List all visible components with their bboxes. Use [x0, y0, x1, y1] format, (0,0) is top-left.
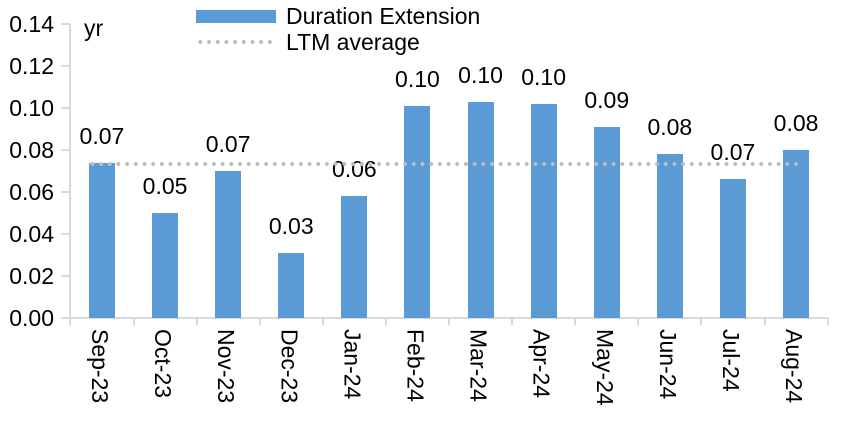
y-tick-mark — [61, 317, 70, 319]
bar-value-label: 0.06 — [331, 156, 377, 183]
bar-value-label: 0.03 — [268, 212, 314, 239]
x-category-label: Mar-24 — [465, 329, 492, 402]
bar-aug-24 — [783, 150, 810, 318]
y-tick-label: 0.04 — [9, 221, 54, 247]
x-tick-mark — [132, 318, 135, 325]
bar-apr-24 — [530, 103, 557, 318]
bar-sep-23 — [88, 162, 115, 318]
bar-value-label: 0.07 — [205, 131, 251, 157]
bar-value-label: 0.07 — [79, 122, 125, 149]
bar-value-label: 0.08 — [647, 114, 693, 141]
bar-value-label: 0.10 — [458, 61, 503, 88]
x-category-label: Aug-24 — [781, 329, 808, 404]
bar-value-label: 0.07 — [710, 139, 756, 166]
bar-value-label: 0.08 — [773, 110, 819, 136]
y-tick-label: 0.12 — [9, 53, 54, 79]
y-tick-mark — [61, 275, 70, 277]
bar-value-label: 0.05 — [142, 173, 188, 199]
legend-label-ltm-average: LTM average — [286, 29, 420, 55]
x-tick-mark — [637, 318, 640, 325]
bar-value-label: 0.10 — [395, 65, 440, 92]
x-tick-mark — [826, 318, 829, 325]
x-tick-mark — [321, 318, 324, 325]
y-tick-mark — [61, 107, 70, 109]
x-tick-mark — [511, 318, 514, 325]
x-tick-mark — [195, 318, 198, 325]
bar-jan-24 — [341, 196, 368, 318]
y-tick-label: 0.06 — [9, 179, 54, 205]
x-category-label: Dec-23 — [276, 329, 303, 404]
x-tick-mark — [258, 318, 261, 325]
y-tick-label: 0.10 — [9, 95, 54, 121]
bar-value-label: 0.09 — [584, 86, 630, 113]
bar-nov-23 — [215, 171, 242, 318]
x-category-label: Nov-23 — [213, 329, 240, 404]
bar-jun-24 — [656, 154, 683, 318]
x-category-label: May-24 — [591, 329, 618, 406]
legend-dotted-line-swatch — [196, 40, 276, 44]
x-category-label: Oct-23 — [150, 329, 177, 399]
legend-bar-swatch — [196, 10, 276, 23]
y-tick-mark — [61, 65, 70, 67]
y-tick-mark — [61, 149, 70, 151]
bar-may-24 — [593, 126, 620, 318]
x-category-label: Apr-24 — [528, 329, 555, 399]
x-category-label: Sep-23 — [86, 329, 113, 404]
y-tick-label: 0.02 — [9, 263, 54, 289]
y-tick-label: 0.08 — [9, 137, 54, 163]
ltm-average-line — [87, 161, 801, 166]
x-tick-mark — [448, 318, 450, 325]
y-tick-mark — [61, 23, 70, 25]
y-tick-label: 0.14 — [9, 11, 54, 37]
x-tick-mark — [763, 318, 766, 325]
y-axis-unit-label: yr — [84, 15, 104, 41]
x-tick-mark — [69, 318, 72, 325]
x-category-label: Jul-24 — [717, 329, 744, 392]
bar-oct-23 — [152, 213, 179, 318]
x-tick-mark — [574, 318, 577, 325]
bar-dec-23 — [278, 252, 305, 318]
x-tick-mark — [384, 318, 387, 325]
y-axis-line — [69, 24, 71, 318]
y-tick-label: 0.00 — [9, 305, 54, 331]
y-tick-mark — [61, 233, 70, 235]
x-category-label: Jan-24 — [339, 329, 366, 400]
bar-jul-24 — [719, 179, 746, 318]
y-tick-mark — [61, 191, 70, 193]
x-category-label: Feb-24 — [402, 329, 429, 402]
x-category-label: Jun-24 — [654, 329, 681, 400]
bar-mar-24 — [467, 101, 494, 318]
legend-label-duration-extension: Duration Extension — [286, 3, 481, 29]
bar-feb-24 — [404, 105, 431, 318]
bar-value-label: 0.10 — [521, 63, 567, 90]
x-tick-mark — [700, 318, 703, 325]
